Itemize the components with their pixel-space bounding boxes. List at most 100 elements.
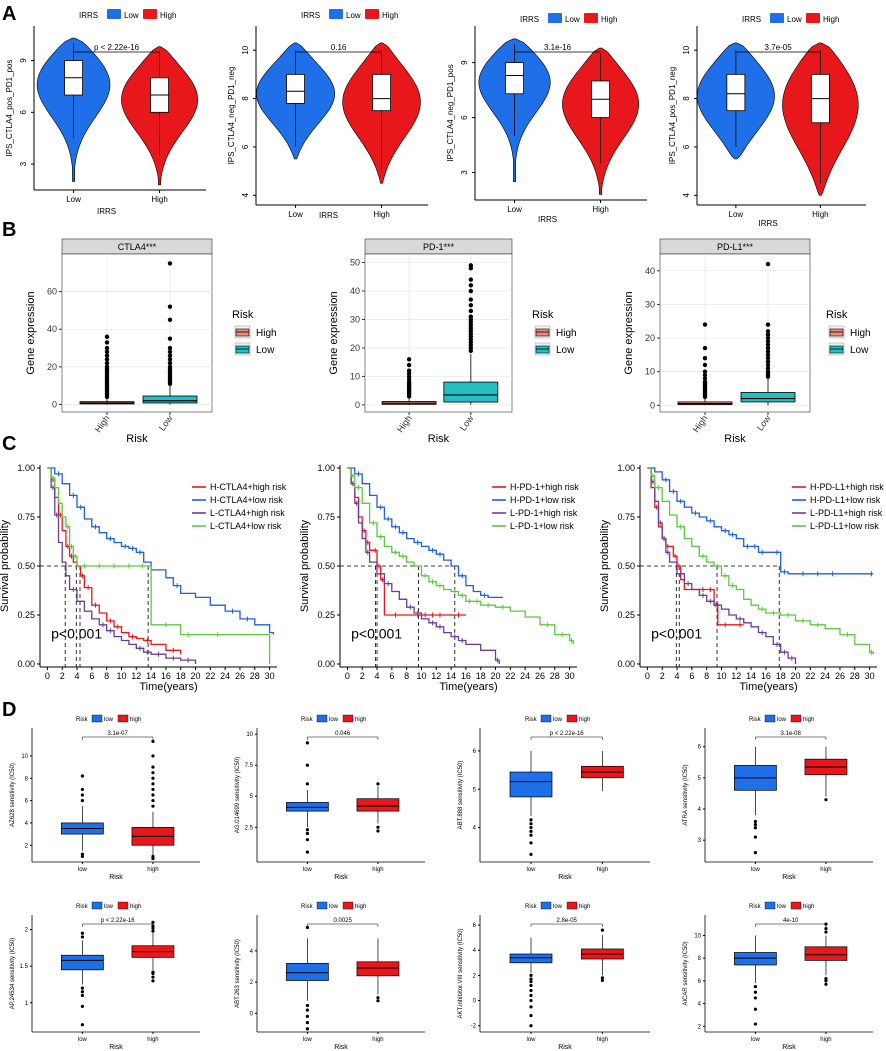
panel-label-d: D	[2, 699, 16, 721]
survival-curve-3	[647, 467, 797, 664]
x-tick-label: high	[820, 1037, 831, 1043]
x-axis-label: Risk	[782, 1044, 796, 1051]
outlier-point	[305, 1027, 309, 1031]
x-axis-label: Risk	[724, 433, 746, 445]
outlier-point	[376, 999, 380, 1003]
panel-c: 0.000.250.500.751.000 2 4 6 8 10 12 14 16 18 20 22 2…	[0, 463, 884, 693]
outlier-point	[529, 983, 533, 988]
outlier-point	[305, 828, 309, 832]
outlier-point	[151, 854, 155, 859]
panel-label-c: C	[2, 433, 16, 455]
outlier-point	[104, 353, 110, 358]
outlier-point	[80, 793, 84, 797]
y-tick-label: 6	[460, 115, 469, 120]
legend-label-low: low	[329, 904, 339, 910]
outlier-point	[80, 774, 84, 778]
legend-swatch-high	[143, 9, 157, 19]
legend-swatch-high	[584, 13, 598, 23]
legend-swatch-low	[829, 345, 844, 354]
outlier-point	[468, 283, 474, 288]
outlier-point	[80, 1004, 84, 1009]
outlier-point	[753, 835, 758, 839]
y-axis-label: Survival probability	[0, 519, 11, 612]
pvalue-label: p < 2.22e-16	[550, 731, 585, 737]
y-axis-label: AG.014699 sensitivity (IC50)	[235, 757, 241, 833]
outlier-point	[468, 263, 474, 268]
outlier-point	[151, 926, 155, 930]
x-tick-label: 22	[505, 671, 515, 681]
y-tick-label: 6	[241, 144, 250, 149]
pvalue-bracket	[307, 923, 379, 927]
x-axis-label: Risk	[334, 1044, 348, 1051]
box-chart-d-7: Risk low high -2 0 2 4 6 AKT.inhibitor.VIII sens…	[458, 901, 650, 1051]
outlier-point	[305, 925, 309, 930]
y-tick-label: 1	[25, 1001, 29, 1007]
pvalue-label: 3.1e-08	[781, 731, 802, 737]
box-chart-d-3: Risk low high 4 5 6 ABT.888 sensitivity (IC50)…	[458, 714, 650, 881]
outlier-point	[824, 977, 828, 981]
x-axis-label: Risk	[109, 874, 123, 881]
outlier-point	[468, 308, 474, 314]
box-high	[356, 961, 400, 977]
outlier-point	[406, 368, 412, 373]
y-tick-label: 0	[355, 400, 360, 410]
legend-label-high: High	[556, 328, 577, 339]
outlier-point	[305, 763, 309, 767]
y-tick-label: 20	[645, 333, 655, 343]
outlier-point	[151, 975, 155, 979]
x-tick-label: 4	[375, 671, 380, 681]
outlier-point	[529, 977, 533, 981]
outlier-point	[600, 978, 605, 983]
x-axis-label: Risk	[558, 1044, 572, 1051]
survival-curve-2	[347, 467, 503, 599]
legend-swatch-low	[316, 901, 328, 910]
x-axis-label: Risk	[428, 433, 450, 445]
x-tick-label: high	[372, 1037, 383, 1043]
legend-title: IRRS	[301, 11, 320, 20]
legend-title: Risk	[301, 904, 314, 910]
x-tick-label: 16	[761, 671, 771, 681]
legend-label-high: High	[256, 328, 277, 339]
outlier-point	[305, 1014, 309, 1019]
x-tick-label: Low	[755, 413, 773, 433]
y-tick-label: 10	[350, 371, 360, 381]
outlier-point	[305, 838, 309, 842]
outlier-point	[753, 826, 758, 830]
legend-label-3: L-PD-1+high risk	[510, 508, 578, 518]
x-tick-label: 16	[461, 671, 471, 681]
x-axis-label: Risk	[334, 874, 348, 881]
outlier-point	[151, 971, 155, 976]
x-tick-label: 20	[491, 671, 501, 681]
x-axis-label: Time(years)	[439, 681, 497, 693]
y-axis-label: IPS_CTLA4_pos_PD1_neg	[668, 67, 677, 164]
outlier-point	[167, 317, 173, 323]
x-tick-label: 18	[176, 671, 186, 681]
y-tick-label: -2	[471, 1024, 477, 1030]
pvalue-label: 3.1e-16	[544, 43, 572, 52]
y-tick-label: 0.25	[317, 610, 335, 620]
x-tick-label: low	[526, 867, 536, 873]
x-tick-label: 18	[476, 671, 486, 681]
x-tick-label: 22	[205, 671, 215, 681]
outlier-point	[824, 927, 828, 931]
y-tick-label: 60	[47, 287, 57, 297]
y-tick-label: 4	[473, 948, 477, 954]
x-tick-label: high	[820, 867, 831, 873]
legend-swatch-low	[535, 345, 550, 354]
x-axis-label: Risk	[126, 433, 148, 445]
panel-b: CTLA4*** 0 20 40 60 High Low Gene expression Ris…	[25, 238, 871, 445]
pvalue-bracket	[755, 923, 827, 927]
y-tick-label: 0	[650, 400, 655, 410]
legend-swatch-low	[540, 901, 552, 910]
x-tick-label: low	[78, 867, 88, 873]
x-tick-label: low	[751, 867, 761, 873]
outlier-point	[167, 336, 173, 341]
x-axis-label: Time(years)	[139, 681, 197, 693]
legend-title: Risk	[525, 717, 538, 723]
legend-title: Risk	[826, 309, 848, 321]
legend-label-low: Low	[124, 11, 139, 20]
y-tick-label: 0	[250, 1011, 254, 1017]
outlier-point	[753, 996, 758, 1000]
y-axis-label: AP.24534 sensitivity (IC50)	[10, 938, 16, 1010]
